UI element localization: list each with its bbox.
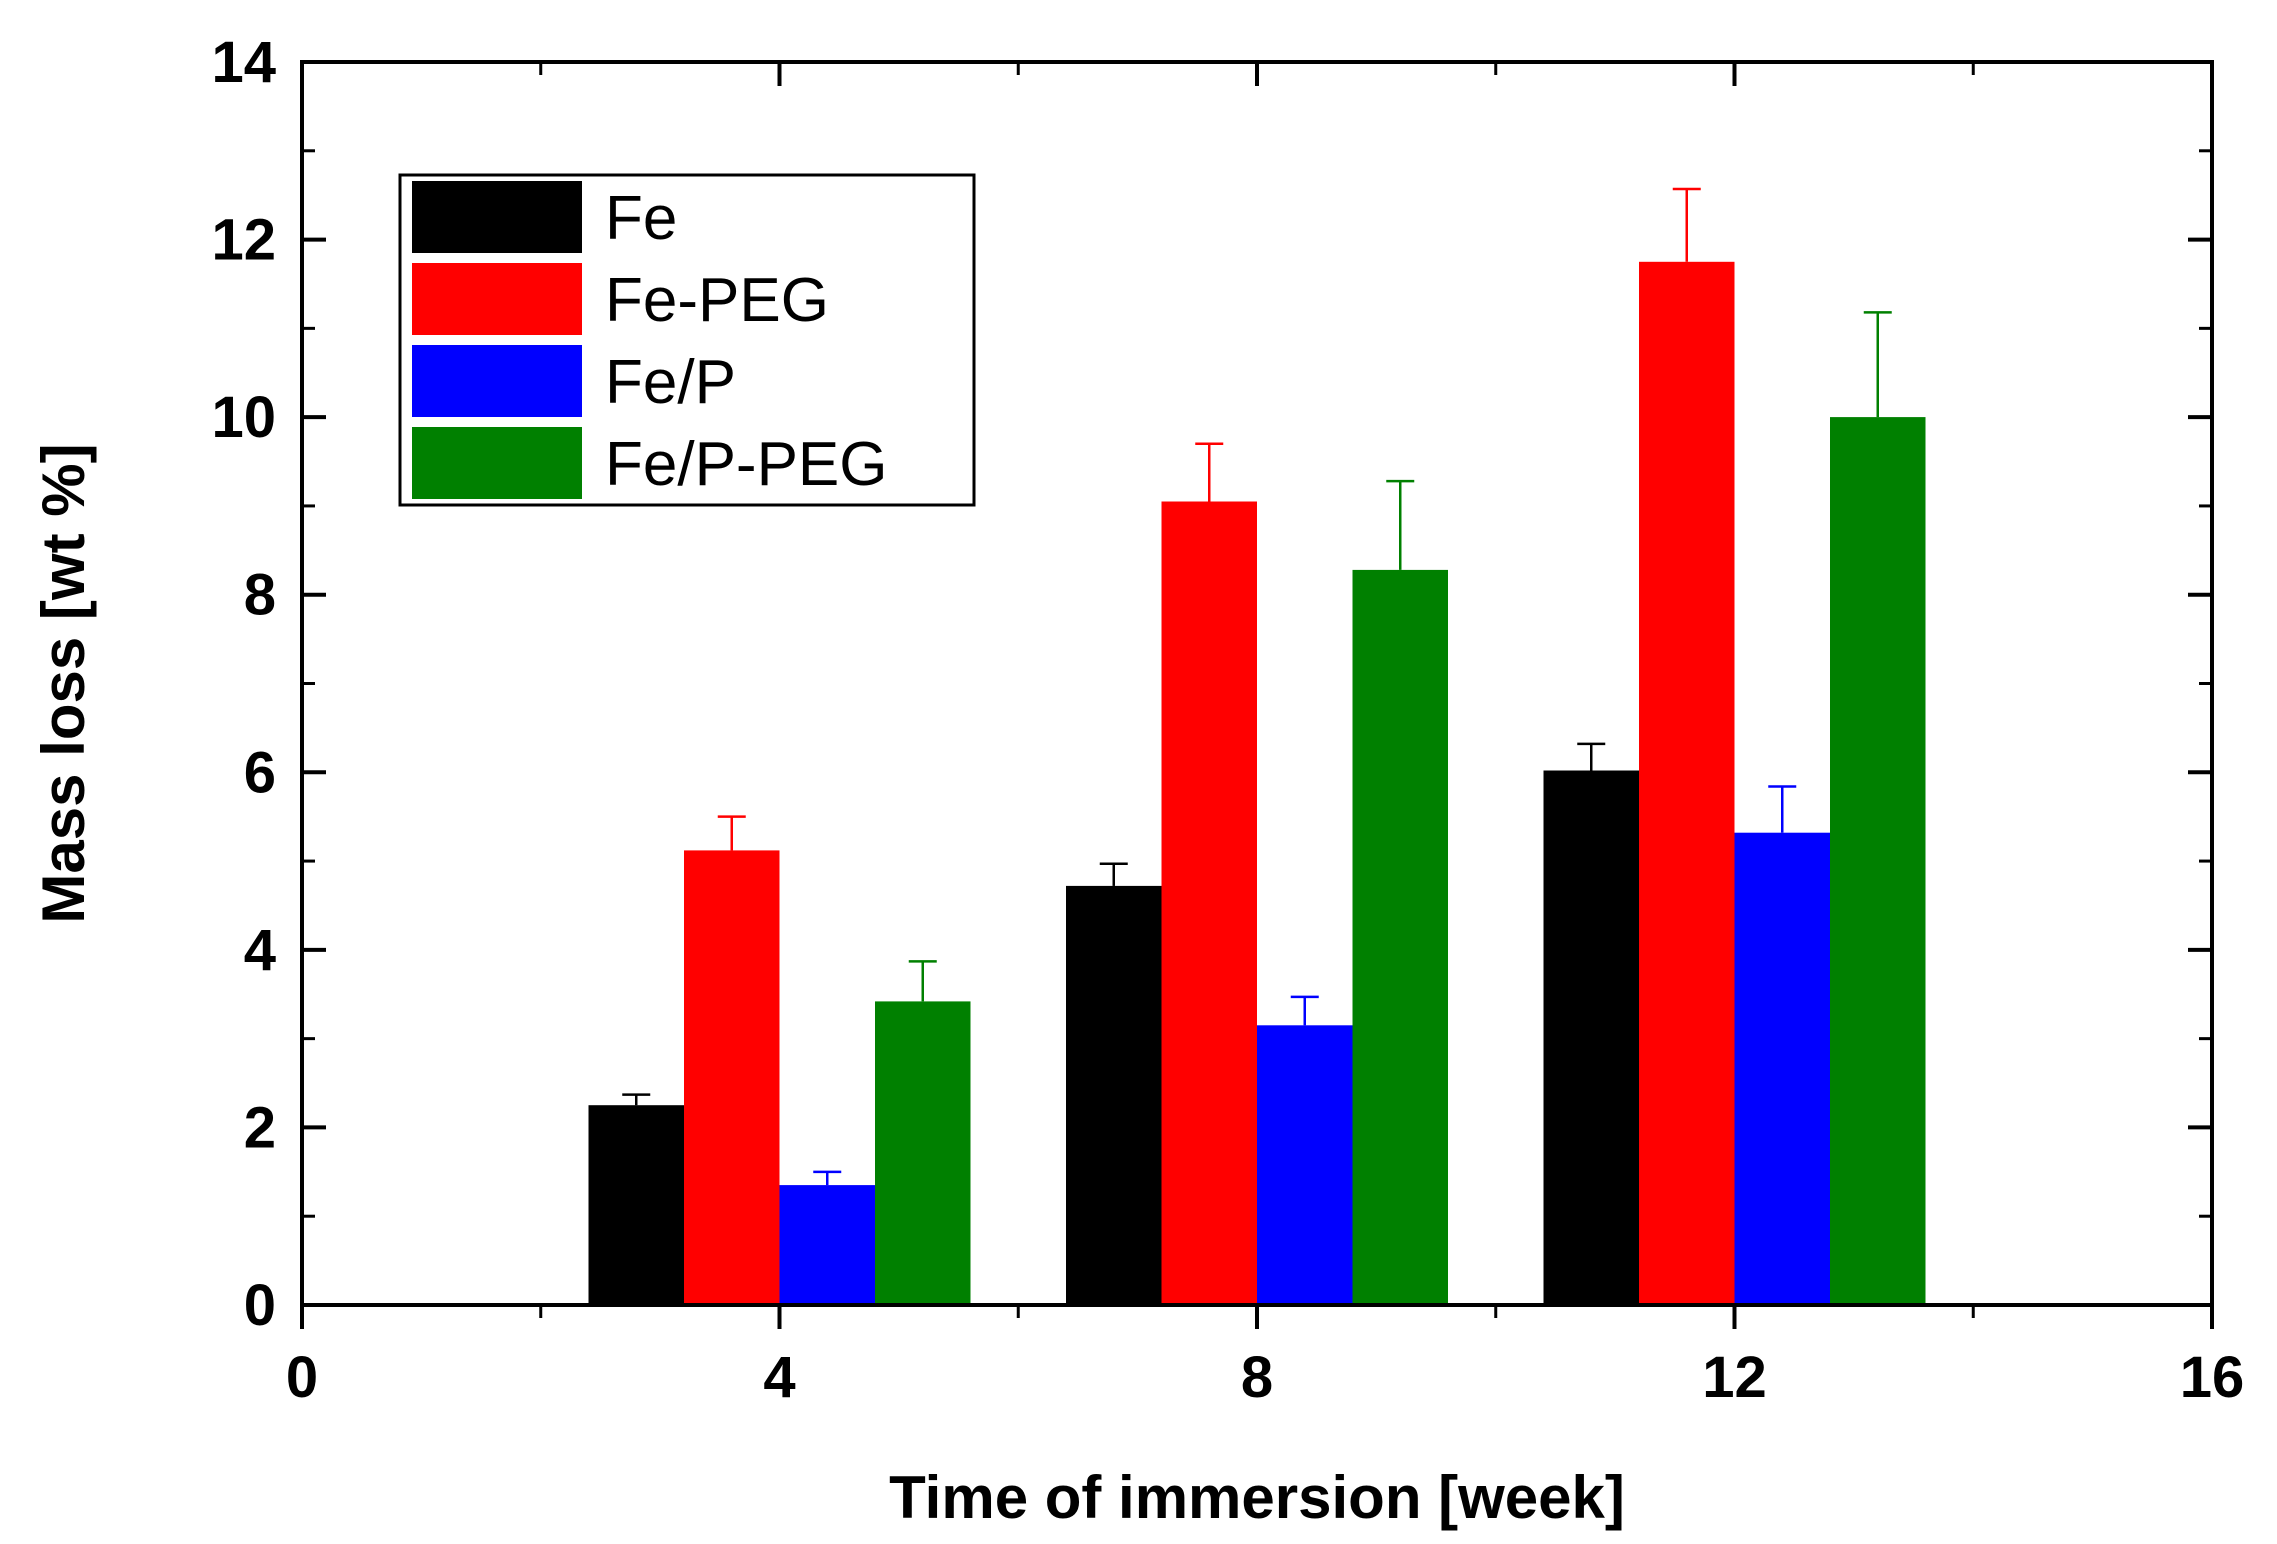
bar-fe-week-12 [1543,770,1639,1305]
bar-fe-week-4 [588,1105,684,1305]
x-axis-title: Time of immersion [week] [889,1464,1625,1531]
y-tick-label: 0 [244,1273,276,1338]
y-tick-label: 12 [211,208,276,273]
y-tick-label: 14 [211,30,276,95]
bar-fe-p-peg-week-12 [1830,417,1926,1306]
bar-fe-peg-week-12 [1639,261,1735,1305]
bar-fe-peg-week-8 [1161,501,1257,1305]
y-tick-label: 10 [211,385,276,450]
bar-fe-p-peg-week-4 [875,1001,971,1305]
y-tick-label: 8 [244,563,276,628]
legend-label-fe-peg: Fe-PEG [605,266,829,335]
y-axis-title: Mass loss [wt %] [30,443,97,923]
x-tick-label: 16 [2180,1345,2245,1410]
legend-label-fe-p-peg: Fe/P-PEG [605,430,888,499]
legend-swatch-fe [412,181,582,253]
x-tick-label: 8 [1241,1345,1273,1410]
legend-label-fe: Fe [605,184,677,253]
legend-swatch-fe-p [412,345,582,417]
bar-fe-p-week-8 [1257,1025,1353,1305]
bar-fe-p-week-4 [779,1185,875,1305]
y-tick-label: 4 [244,918,276,983]
bar-fe-p-peg-week-8 [1352,569,1448,1305]
y-tick-label: 2 [244,1095,276,1160]
plot-area [588,187,1926,1306]
y-tick-label: 6 [244,740,276,805]
legend-swatch-fe-p-peg [412,427,582,499]
x-tick-label: 12 [1702,1345,1767,1410]
bar-fe-p-week-12 [1734,832,1830,1305]
axes: 0 2 4 6 8 10 12 14 0 4 8 12 16 [211,30,2244,1410]
bar-fe-week-8 [1066,885,1162,1305]
x-tick-label: 0 [286,1345,318,1410]
bar-fe-peg-week-4 [684,850,780,1305]
x-tick-label: 4 [763,1345,795,1410]
legend: Fe Fe-PEG Fe/P Fe/P-PEG [398,173,976,507]
legend-swatch-fe-peg [412,263,582,335]
legend-label-fe-p: Fe/P [605,348,736,417]
